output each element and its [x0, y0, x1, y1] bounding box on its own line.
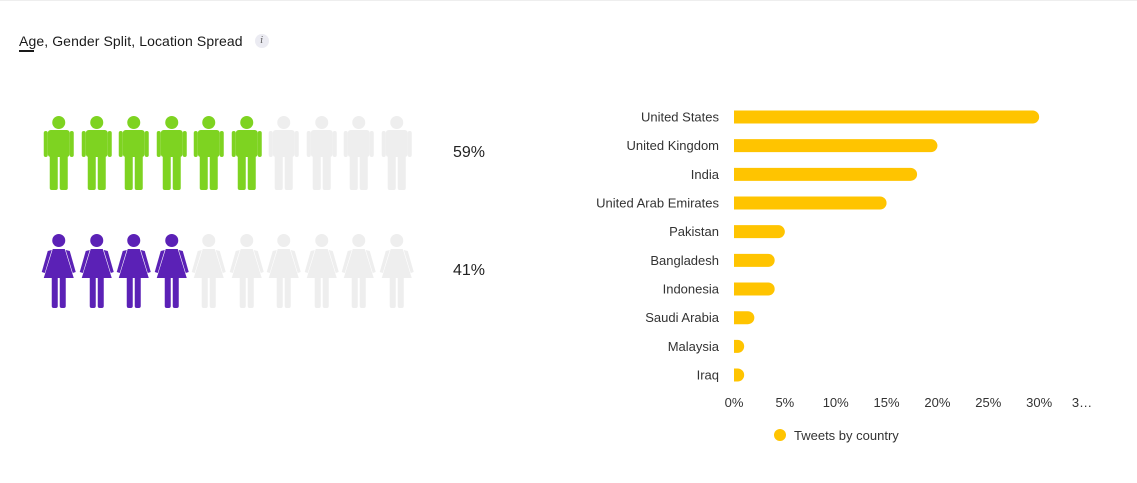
male-person-icon-filled: [118, 116, 149, 190]
female-person-icon-filled: [79, 234, 114, 308]
bar-label: United States: [641, 110, 720, 125]
bar-label: Iraq: [697, 368, 719, 383]
bar[interactable]: [734, 282, 775, 296]
female-person-icon-empty: [304, 234, 339, 308]
male-person-icon-empty: [343, 116, 374, 190]
female-person-icon-filled: [116, 234, 151, 308]
x-tick-label: 3…: [1072, 395, 1092, 410]
section-title: Age, Gender Split, Location Spread: [19, 33, 243, 49]
x-tick-label: 25%: [975, 395, 1001, 410]
legend-label[interactable]: Tweets by country: [794, 428, 899, 443]
male-gender-row: 59%: [40, 116, 485, 190]
male-person-icon-filled: [231, 116, 262, 190]
female-person-icon-filled: [41, 234, 76, 308]
male-icon-group: [40, 116, 415, 190]
female-gender-row: 41%: [40, 234, 485, 308]
male-person-icon-empty: [381, 116, 412, 190]
title-underline: [19, 50, 34, 52]
female-person-icon-empty: [229, 234, 264, 308]
male-person-icon-filled: [43, 116, 74, 190]
x-tick-label: 30%: [1026, 395, 1052, 410]
bar[interactable]: [734, 368, 745, 382]
bar[interactable]: [734, 339, 745, 353]
bar-label: Saudi Arabia: [645, 310, 719, 325]
legend-marker[interactable]: [774, 429, 786, 441]
x-tick-label: 5%: [775, 395, 794, 410]
female-person-icon-empty: [341, 234, 376, 308]
bar[interactable]: [734, 167, 918, 181]
bar-label: Bangladesh: [650, 253, 719, 268]
male-percent: 59%: [453, 144, 486, 161]
x-tick-label: 20%: [924, 395, 950, 410]
section-header: Age, Gender Split, Location Spread i: [19, 28, 269, 54]
bar-label: United Arab Emirates: [596, 196, 719, 211]
bar[interactable]: [734, 139, 938, 153]
bar-label: Indonesia: [663, 282, 720, 297]
female-person-icon-empty: [379, 234, 414, 308]
bar-label: Malaysia: [668, 339, 720, 354]
female-person-icon-empty: [266, 234, 301, 308]
top-divider: [0, 0, 1137, 1]
male-person-icon-filled: [156, 116, 187, 190]
male-person-icon-filled: [193, 116, 224, 190]
bar[interactable]: [734, 110, 1040, 124]
info-icon[interactable]: i: [254, 34, 269, 48]
male-person-icon-empty: [268, 116, 299, 190]
male-person-icon-filled: [81, 116, 112, 190]
x-tick-label: 15%: [874, 395, 900, 410]
bar-label: United Kingdom: [627, 138, 720, 153]
x-tick-label: 10%: [823, 395, 849, 410]
female-percent: 41%: [453, 262, 486, 279]
bar[interactable]: [734, 225, 785, 239]
bar-label: Pakistan: [669, 224, 719, 239]
female-person-icon-filled: [154, 234, 189, 308]
bar[interactable]: [734, 196, 887, 210]
bar[interactable]: [734, 253, 775, 267]
female-person-icon-empty: [191, 234, 226, 308]
x-tick-label: 0%: [725, 395, 744, 410]
bar-label: India: [691, 167, 720, 182]
male-person-icon-empty: [306, 116, 337, 190]
female-icon-group: [40, 234, 415, 308]
bar[interactable]: [734, 311, 755, 325]
